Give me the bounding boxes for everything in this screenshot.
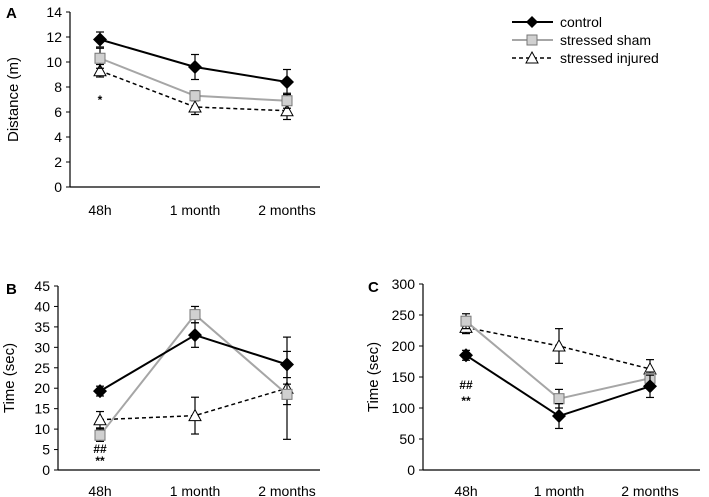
significance-marker: * <box>98 93 103 107</box>
significance-marker: ## <box>93 442 107 456</box>
x-tick-label: 1 month <box>170 483 221 497</box>
legend: control stressed sham stressed injured <box>512 14 659 66</box>
x-tick-label: 1 month <box>534 483 585 497</box>
x-tick-label: 48h <box>454 483 477 497</box>
data-point-stressed-sham <box>189 309 201 321</box>
data-point-stressed-sham <box>281 95 293 107</box>
y-tick-label: 15 <box>34 401 50 417</box>
data-point-control <box>188 328 202 343</box>
y-axis-title: Distance (m) <box>5 57 22 142</box>
data-point-control <box>280 75 294 89</box>
y-tick-label: 10 <box>46 54 62 70</box>
y-tick-label: 4 <box>54 129 62 145</box>
y-tick-label: 250 <box>392 307 416 323</box>
data-point-control <box>188 60 202 74</box>
significance-marker: ** <box>95 454 105 468</box>
y-tick-label: 20 <box>34 380 50 396</box>
y-tick-label: 30 <box>34 339 50 355</box>
panel-label: A <box>6 5 17 22</box>
data-point-stressed-sham <box>189 90 201 102</box>
series-stressed-sham <box>94 305 293 442</box>
series-line-stressed-injured <box>99 387 288 421</box>
legend-label-stressed-injured: stressed injured <box>560 50 659 66</box>
data-point-stressed-injured <box>188 99 202 113</box>
x-tick-label: 48h <box>88 202 111 218</box>
series-control <box>93 322 294 399</box>
y-tick-label: 14 <box>46 4 62 20</box>
y-tick-label: 10 <box>34 421 50 437</box>
data-point-control <box>552 409 566 424</box>
data-point-stressed-sham <box>94 429 106 441</box>
y-tick-label: 25 <box>34 360 50 376</box>
series-stressed-injured <box>93 336 294 440</box>
y-tick-label: 200 <box>392 338 416 354</box>
y-tick-label: 12 <box>46 29 62 45</box>
data-point-stressed-injured <box>188 408 202 422</box>
y-tick-label: 6 <box>54 104 62 120</box>
y-tick-label: 35 <box>34 319 50 335</box>
x-tick-label: 2 months <box>621 483 679 497</box>
series-stressed-injured <box>93 63 294 121</box>
y-tick-label: 300 <box>392 276 416 292</box>
data-point-stressed-sham <box>553 393 565 405</box>
series-control <box>459 348 657 430</box>
panel-c: C 0 50 100 150 200 250 300 48h 1 month 2 months Tim… <box>365 276 700 497</box>
panel-b: B 0 5 10 15 20 25 30 35 40 45 48h 1 month 2 months Tim… <box>1 278 320 497</box>
data-point-stressed-sham <box>460 315 472 327</box>
x-tick-label: 2 months <box>258 202 316 218</box>
y-tick-label: 5 <box>42 442 50 458</box>
y-tick-label: 0 <box>407 462 415 478</box>
significance-marker: ## <box>459 378 473 392</box>
y-tick-label: 0 <box>54 179 62 195</box>
y-tick-label: 150 <box>392 369 416 385</box>
data-point-stressed-injured <box>280 103 294 117</box>
y-axis-title: Time (sec) <box>1 343 18 413</box>
data-point-control <box>459 348 473 363</box>
y-axis-title: Time (sec) <box>365 342 382 412</box>
significance-marker: ** <box>461 394 471 408</box>
legend-marker-control <box>526 16 538 28</box>
legend-label-stressed-sham: stressed sham <box>560 32 651 48</box>
legend-marker-stressed-injured <box>525 50 539 64</box>
x-tick-label: 48h <box>88 483 111 497</box>
series-line-control <box>99 333 288 392</box>
y-tick-label: 100 <box>392 400 416 416</box>
data-point-stressed-injured <box>93 63 107 77</box>
y-tick-label: 2 <box>54 154 62 170</box>
y-tick-label: 40 <box>34 298 50 314</box>
y-tick-label: 50 <box>399 431 415 447</box>
series-stressed-sham <box>94 47 293 109</box>
x-tick-label: 1 month <box>170 202 221 218</box>
data-point-control <box>93 32 107 47</box>
series-line-control <box>465 354 651 418</box>
data-point-control <box>643 379 657 394</box>
series-line-control <box>99 38 288 83</box>
y-tick-label: 8 <box>54 79 62 95</box>
series-stressed-injured <box>459 320 657 379</box>
data-point-stressed-injured <box>93 412 107 426</box>
data-point-control <box>280 357 294 372</box>
legend-label-control: control <box>560 14 602 30</box>
series-control <box>93 31 294 96</box>
data-point-stressed-sham <box>281 388 293 400</box>
legend-marker-stressed-sham <box>526 34 538 46</box>
panel-label: B <box>6 281 17 298</box>
panel-a: A 0 2 4 6 8 10 12 14 48h 1 month 2 months Distance (… <box>5 4 320 218</box>
x-tick-label: 2 months <box>258 483 316 497</box>
data-point-stressed-sham <box>94 52 106 64</box>
data-point-stressed-injured <box>552 338 566 352</box>
y-tick-label: 45 <box>34 278 50 294</box>
panel-label: C <box>368 279 379 296</box>
y-tick-label: 0 <box>42 462 50 478</box>
data-point-control <box>93 384 107 399</box>
